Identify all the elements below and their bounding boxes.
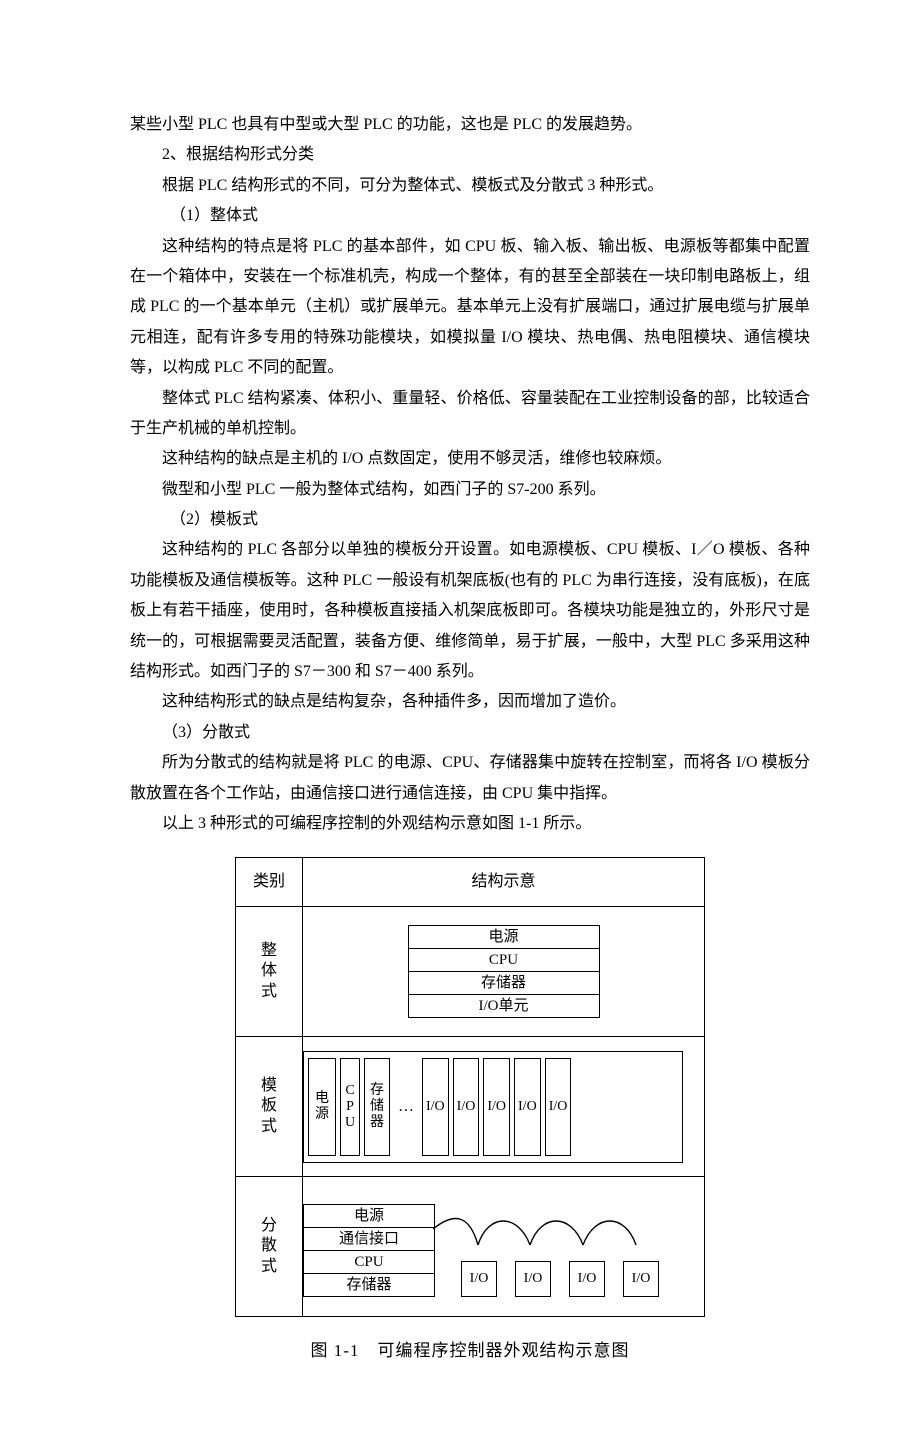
row-label-distributed: 分 散 式 bbox=[236, 1177, 303, 1317]
integral-diagram: 电源 CPU 存储器 I/O单元 bbox=[303, 907, 705, 1037]
row-label-modular: 模 板 式 bbox=[236, 1037, 303, 1177]
paragraph: 某些小型 PLC 也具有中型或大型 PLC 的功能，这也是 PLC 的发展趋势。 bbox=[130, 110, 810, 140]
io-node: I/O bbox=[623, 1261, 659, 1297]
slot-cpu: C P U bbox=[340, 1058, 360, 1156]
connection-wires-icon bbox=[433, 1215, 683, 1263]
paragraph: 这种结构形式的缺点是结构复杂，各种插件多，因而增加了造价。 bbox=[130, 687, 810, 717]
header-structure: 结构示意 bbox=[303, 858, 705, 907]
subheading-3: （3）分散式 bbox=[130, 718, 810, 748]
paragraph: 整体式 PLC 结构紧凑、体积小、重量轻、价格低、容量装配在工业控制设备的部，比… bbox=[130, 384, 810, 445]
ctrl-item: CPU bbox=[304, 1251, 434, 1274]
slot-io: I/O bbox=[453, 1058, 480, 1156]
paragraph: 微型和小型 PLC 一般为整体式结构，如西门子的 S7-200 系列。 bbox=[130, 475, 810, 505]
paragraph: 以上 3 种形式的可编程序控制的外观结构示意如图 1-1 所示。 bbox=[130, 809, 810, 839]
io-node: I/O bbox=[569, 1261, 605, 1297]
integral-item: CPU bbox=[409, 949, 599, 972]
controller-stack: 电源 通信接口 CPU 存储器 bbox=[303, 1204, 435, 1297]
slot-io: I/O bbox=[545, 1058, 572, 1156]
paragraph: 这种结构的 PLC 各部分以单独的模板分开设置。如电源模板、CPU 模板、I／O… bbox=[130, 535, 810, 687]
ctrl-item: 通信接口 bbox=[304, 1228, 434, 1251]
header-category: 类别 bbox=[236, 858, 303, 907]
slot-io: I/O bbox=[483, 1058, 510, 1156]
paragraph: 这种结构的缺点是主机的 I/O 点数固定，使用不够灵活，维修也较麻烦。 bbox=[130, 444, 810, 474]
slot-psu: 电 源 bbox=[308, 1058, 336, 1156]
figure-caption: 图 1-1 可编程序控制器外观结构示意图 bbox=[235, 1335, 705, 1367]
paragraph: 这种结构的特点是将 PLC 的基本部件，如 CPU 板、输入板、输出板、电源板等… bbox=[130, 232, 810, 384]
figure-1-1: 类别 结构示意 整 体 式 电源 CPU 存储器 I/O单元 模 板 式 电 源… bbox=[235, 857, 705, 1367]
subheading-2: （2）模板式 bbox=[130, 505, 810, 535]
integral-item: I/O单元 bbox=[409, 995, 599, 1017]
structure-table: 类别 结构示意 整 体 式 电源 CPU 存储器 I/O单元 模 板 式 电 源… bbox=[235, 857, 705, 1317]
subheading-1: （1）整体式 bbox=[130, 201, 810, 231]
integral-item: 电源 bbox=[409, 926, 599, 949]
heading-2: 2、根据结构形式分类 bbox=[130, 140, 810, 170]
slot-io: I/O bbox=[422, 1058, 449, 1156]
row-label-integral: 整 体 式 bbox=[236, 907, 303, 1037]
distributed-diagram: 电源 通信接口 CPU 存储器 I/O I/O I/O bbox=[303, 1177, 705, 1317]
io-node: I/O bbox=[461, 1261, 497, 1297]
paragraph: 所为分散式的结构就是将 PLC 的电源、CPU、存储器集中旋转在控制室，而将各 … bbox=[130, 748, 810, 809]
integral-item: 存储器 bbox=[409, 972, 599, 995]
slot-memory: 存 储 器 bbox=[364, 1058, 390, 1156]
ctrl-item: 电源 bbox=[304, 1205, 434, 1228]
ctrl-item: 存储器 bbox=[304, 1274, 434, 1296]
paragraph: 根据 PLC 结构形式的不同，可分为整体式、模板式及分散式 3 种形式。 bbox=[130, 171, 810, 201]
slot-ellipsis: … bbox=[394, 1092, 418, 1122]
io-node: I/O bbox=[515, 1261, 551, 1297]
modular-diagram: 电 源 C P U 存 储 器 … I/O I/O I/O I/O I/O bbox=[303, 1037, 705, 1177]
slot-io: I/O bbox=[514, 1058, 541, 1156]
